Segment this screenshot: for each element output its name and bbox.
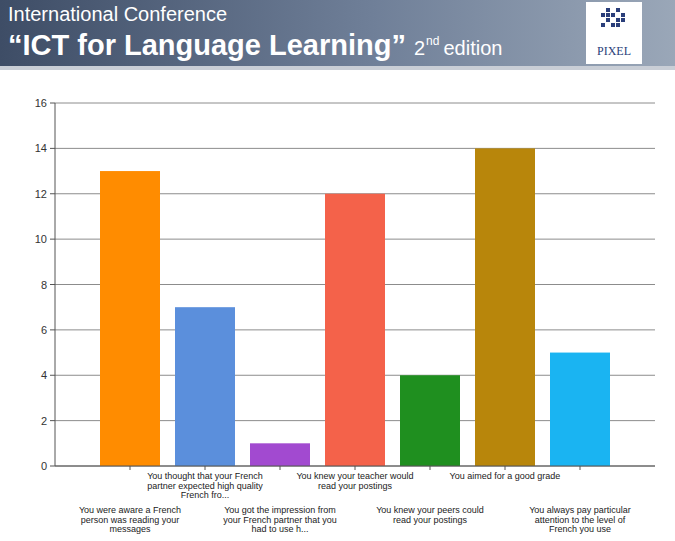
- page: International Conference “ICT for Languag…: [0, 0, 675, 541]
- bar: [475, 148, 535, 466]
- y-tick: [50, 148, 55, 149]
- banner-edge: [0, 66, 675, 70]
- label-line: You always pay particular: [529, 505, 631, 515]
- x-tick-label: You got the impression fromyour French p…: [223, 505, 337, 534]
- logo-pixel: [601, 13, 605, 17]
- label-line: You thought that your French: [147, 471, 263, 481]
- y-axis: [55, 103, 56, 466]
- y-tick: [50, 329, 55, 330]
- y-tick-label: 2: [41, 415, 47, 427]
- edition-suffix: nd: [426, 34, 439, 48]
- x-tick: [355, 466, 356, 470]
- x-tick-label: You always pay particularattention to th…: [529, 505, 631, 534]
- label-line: French you use: [549, 524, 611, 534]
- logo-pixel: [606, 8, 610, 12]
- logo-pixel: [616, 8, 620, 12]
- label-line: attention to the level of: [535, 515, 626, 525]
- y-tick-label: 6: [41, 324, 47, 336]
- logo-text: PIXEL: [597, 44, 631, 58]
- label-line: You knew your teacher would: [296, 471, 413, 481]
- edition-number: 2: [414, 37, 425, 59]
- y-tick: [50, 420, 55, 421]
- y-tick: [50, 375, 55, 376]
- x-tick: [130, 466, 131, 470]
- conference-label: International Conference: [8, 3, 227, 25]
- y-tick: [50, 193, 55, 194]
- x-tick: [280, 466, 281, 470]
- logo-pixel: [611, 13, 615, 17]
- logo-pixel: [601, 23, 605, 27]
- logo-pixel: [606, 18, 610, 22]
- y-tick-label: 4: [41, 369, 47, 381]
- label-line: your French partner that you: [223, 515, 337, 525]
- bar: [550, 353, 610, 466]
- y-tick-label: 16: [35, 97, 47, 109]
- label-line: had to use h...: [251, 524, 308, 534]
- bar: [175, 307, 235, 466]
- bars: [100, 148, 610, 466]
- label-line: You aimed for a good grade: [450, 471, 561, 481]
- grid: 0 2 4 6 8 10 12 14 16: [35, 97, 655, 472]
- logo-pixel: [606, 13, 610, 17]
- grid-line: [55, 103, 655, 104]
- y-tick: [50, 284, 55, 285]
- y-tick: [50, 239, 55, 240]
- label-line: read your postings: [393, 515, 468, 525]
- logo-pixel: [611, 23, 615, 27]
- x-tick: [205, 466, 206, 470]
- label-line: person was reading your: [81, 515, 180, 525]
- label-line: You knew your peers could: [376, 505, 484, 515]
- x-tick-label: You knew your peers couldread your posti…: [376, 505, 484, 525]
- bar: [400, 375, 460, 466]
- bar: [100, 171, 160, 466]
- label-line: partner expected high quality: [147, 481, 263, 491]
- y-tick: [50, 466, 55, 467]
- logo-pixel: [621, 18, 625, 22]
- logo-box: [586, 2, 642, 64]
- logo-pixel: [621, 13, 625, 17]
- x-tick-label: You aimed for a good grade: [450, 471, 561, 481]
- y-tick: [50, 103, 55, 104]
- y-tick-label: 14: [35, 142, 47, 154]
- edition-word: edition: [443, 37, 502, 59]
- label-line: You were aware a French: [79, 505, 181, 515]
- x-tick: [430, 466, 431, 470]
- x-tick: [505, 466, 506, 470]
- x-tick-label: You were aware a Frenchperson was readin…: [79, 505, 181, 534]
- x-tick: [580, 466, 581, 470]
- bar: [325, 194, 385, 466]
- bar: [250, 443, 310, 466]
- logo-pixel: [616, 18, 620, 22]
- label-line: messages: [109, 524, 151, 534]
- x-tick-label: You thought that your Frenchpartner expe…: [147, 471, 263, 500]
- grid-line: [55, 148, 655, 149]
- y-tick-label: 8: [41, 279, 47, 291]
- label-line: read your postings: [318, 481, 393, 491]
- y-tick-label: 10: [35, 233, 47, 245]
- label-line: French fro...: [181, 490, 230, 500]
- y-tick-label: 12: [35, 188, 47, 200]
- y-tick-label: 0: [41, 460, 47, 472]
- label-line: You got the impression from: [224, 505, 336, 515]
- conference-title: “ICT for Language Learning”: [8, 29, 406, 61]
- x-tick-label: You knew your teacher wouldread your pos…: [296, 471, 413, 491]
- logo-pixel: [616, 23, 620, 27]
- banner: [0, 0, 675, 70]
